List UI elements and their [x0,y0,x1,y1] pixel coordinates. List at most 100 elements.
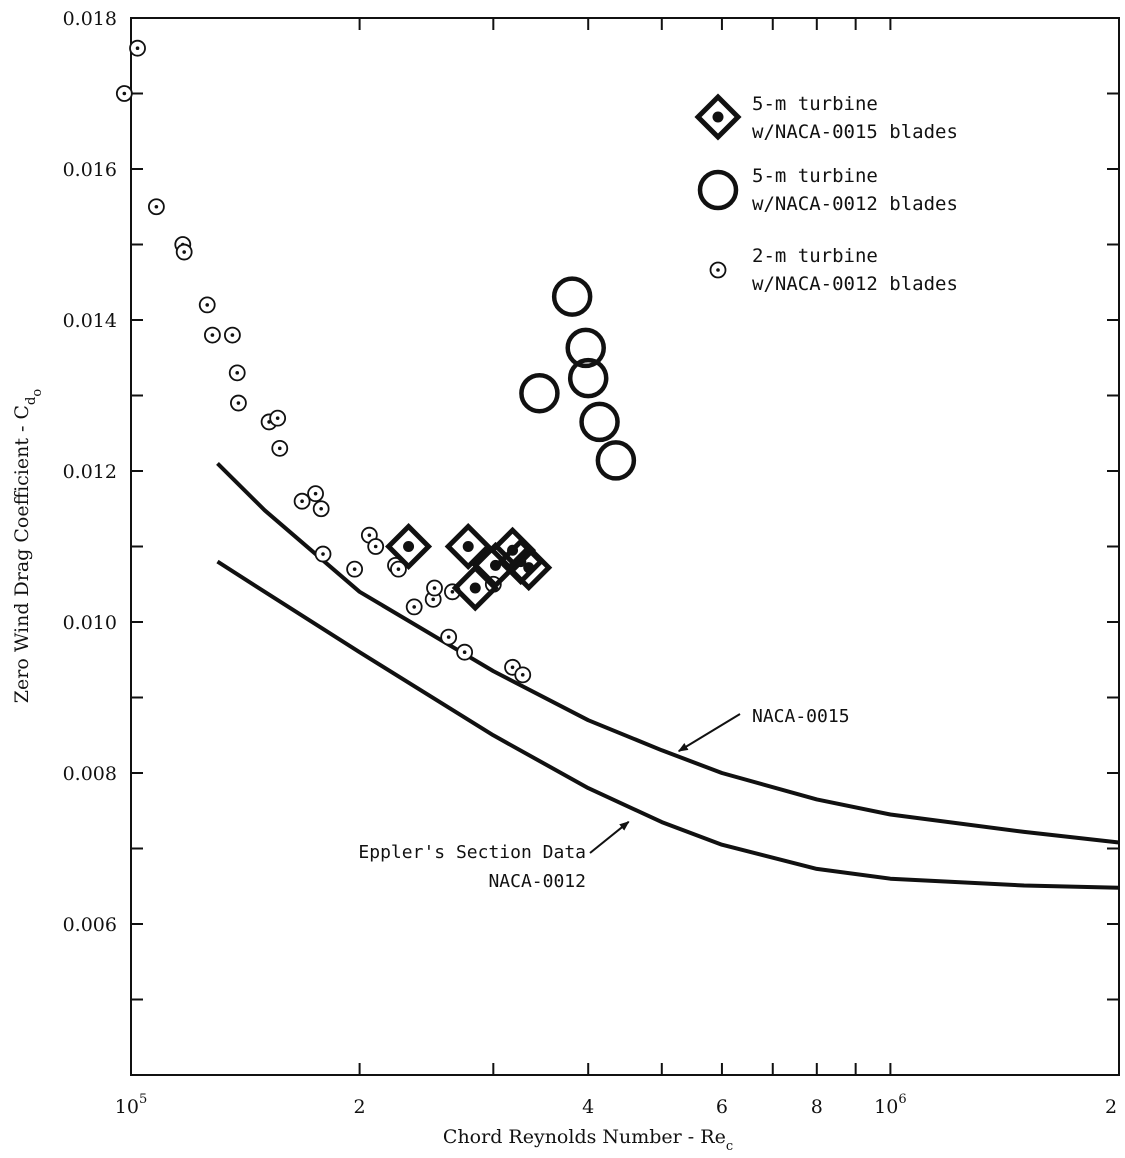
marker-dot [412,605,416,609]
marker-dot [319,506,323,511]
data-point-small-circle-dot [307,485,324,503]
marker-dot [510,665,515,670]
data-point-big-circle [551,276,593,317]
marker-dot [300,499,304,504]
data-point-small-circle-dot [405,598,423,616]
marker-dot [235,371,240,375]
marker-diamond [444,522,492,571]
marker-dot [275,416,280,420]
marker-dot [712,111,724,123]
y-axis-label: Zero Wind Drag Coefficient - Cdo [11,389,45,704]
plot-border [130,17,1120,1076]
marker-dot [520,673,525,677]
legend-text-line1: 5-m turbine [752,93,878,115]
data-point-diamond-dot [444,522,492,571]
x-tick-label: 106 [874,1092,906,1118]
legend-text-line2: w/NACA-0012 blades [752,193,958,215]
marker-dot [210,333,215,337]
data-point-small-circle-dot [367,538,385,555]
marker-diamond [505,544,553,592]
data-point-small-circle-dot [390,560,407,578]
marker-ring [595,440,637,481]
marker-dot [277,446,282,451]
legend-text-line1: 5-m turbine [752,165,878,187]
x-tick-label: 2 [1105,1096,1117,1118]
marker-diamond [694,93,742,141]
data-point-small-circle-dot [271,439,289,457]
data-point-small-circle-dot [456,643,474,661]
data-point-small-circle-dot [269,409,287,427]
legend-entry-small-circle-dot: 2-m turbine w/NACA-0012 blades [709,245,958,295]
marker-dot [135,46,140,50]
y-tick-label: 0.008 [63,763,117,785]
marker-ring [551,276,593,317]
marker-ring [567,357,609,399]
marker-dot [236,401,241,405]
data-point-small-circle-dot [204,326,221,344]
axis-labels: Chord Reynolds Number - Rec Zero Wind Dra… [11,389,733,1154]
curve-naca-0015 [216,461,1120,845]
annotation-eppler-line1: Eppler's Section Data [358,842,586,863]
data-point-small-circle-dot [228,364,246,382]
x-axis-label: Chord Reynolds Number - Rec [443,1126,733,1154]
marker-dot [462,650,467,654]
annotation-arrow-eppler [589,821,630,854]
x-tick-label: 2 [354,1096,366,1118]
data-point-small-circle-dot [312,500,330,518]
marker-dot [523,562,535,574]
marker-dot [446,635,451,639]
data-point-small-circle-dot [115,85,133,102]
x-axis: 105 2 4 6 8 106 2 [115,18,1120,1118]
y-tick-label: 0.014 [63,310,117,332]
x-tick-label: 8 [811,1096,823,1118]
data-point-small-circle-dot [230,394,247,412]
curve-naca-0012 [216,559,1120,890]
marker-dot [403,541,415,552]
marker-dot [716,268,720,272]
marker-ring [697,169,739,211]
marker-dot [230,333,235,337]
legend-text-line2: w/NACA-0015 blades [752,121,958,143]
marker-ring [565,327,606,369]
plot-frame: 0.006 0.008 0.010 0.012 0.014 0.016 0.018 105 2 4… [63,8,1120,1118]
data-point-small-circle-dot [175,243,193,261]
marker-dot [431,597,435,602]
data-point-big-circle [567,357,609,399]
legend-entry-diamond-dot: 5-m turbine w/NACA-0015 blades [694,93,958,143]
marker-dot [367,533,372,537]
marker-ring [519,372,560,414]
marker-dot [432,586,437,590]
annotation-naca-0015: NACA-0015 [752,706,850,727]
marker-dot [462,541,474,552]
x-tick-label: 4 [582,1096,594,1118]
legend-text-line2: w/NACA-0012 blades [752,273,958,295]
marker-dot [182,250,186,254]
legend-text-line1: 2-m turbine [752,245,878,267]
marker-dot [373,544,378,549]
marker-dot [396,567,401,571]
data-point-small-circle-dot [198,296,216,314]
marker-ring [579,401,620,443]
marker-dot [205,303,210,307]
data-point-big-circle [595,440,637,481]
y-tick-label: 0.006 [63,914,117,936]
data-point-diamond-dot [385,522,433,571]
y-tick-label: 0.010 [63,612,117,634]
data-point-small-circle-dot [147,198,165,216]
marker-dot [154,204,159,209]
data-point-diamond-dot [505,544,553,592]
data-point-small-circle-dot [346,560,364,578]
legend-entry-big-circle: 5-m turbine w/NACA-0012 blades [697,165,958,215]
marker-dot [450,590,455,594]
data-point-big-circle [519,372,560,414]
curve-annotations: NACA-0015 Eppler's Section Data NACA-0012 [358,706,849,892]
y-axis: 0.006 0.008 0.010 0.012 0.014 0.016 0.018 [63,8,1119,1076]
y-tick-label: 0.018 [63,8,117,30]
x-tick-label: 6 [716,1096,728,1118]
x-tick-label: 105 [115,1092,147,1118]
data-point-small-circle-dot [293,492,311,510]
data-point-big-circle [579,401,620,443]
annotation-arrow-naca-0015 [677,713,741,752]
